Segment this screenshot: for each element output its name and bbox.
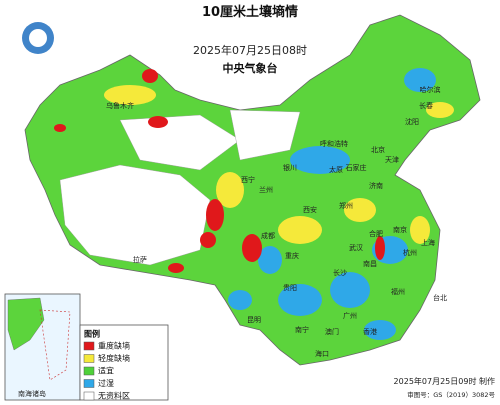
places: 北京 天津 上海 武汉 长沙 南京 广州 海口 台北 香港 澳门 昆明 成都 重… — [106, 85, 447, 358]
place: 石家庄 — [346, 163, 367, 172]
agency: 中央气象台 — [223, 61, 278, 75]
legend-swatch — [83, 379, 95, 388]
place: 广州 — [343, 311, 357, 320]
legend-swatch — [83, 391, 95, 401]
approval: 审图号：GS（2019）3082号 — [407, 390, 495, 399]
place: 昆明 — [247, 316, 261, 324]
place: 沈阳 — [405, 117, 419, 126]
place: 哈尔滨 — [420, 85, 441, 94]
place: 重庆 — [285, 251, 299, 260]
legend-swatch — [83, 341, 95, 351]
place: 天津 — [385, 156, 399, 164]
place: 南京 — [393, 225, 407, 234]
slight-dry-areas — [104, 85, 454, 244]
place: 台北 — [433, 293, 447, 302]
place: 福州 — [391, 287, 405, 296]
place: 贵阳 — [283, 283, 297, 292]
legend-swatch — [83, 354, 95, 363]
no-data-areas — [59, 109, 301, 266]
legend-label: 无资料区 — [98, 391, 130, 401]
place: 拉萨 — [133, 255, 147, 264]
inset-label: 南海诸岛 — [18, 389, 46, 398]
time: 2025年07月25日08时 — [193, 43, 307, 57]
legend-label: 轻度缺墒 — [98, 353, 130, 363]
inset: 南海诸岛 — [4, 293, 81, 401]
severe-dry-areas — [54, 69, 385, 273]
place: 海口 — [315, 349, 329, 358]
place: 乌鲁木齐 — [106, 101, 134, 110]
place: 澳门 — [325, 327, 339, 336]
place: 济南 — [369, 181, 383, 190]
place: 上海 — [421, 238, 435, 247]
legend-label: 重度缺墒 — [98, 341, 130, 351]
place: 南昌 — [363, 259, 377, 268]
place: 南宁 — [295, 325, 309, 334]
place: 郑州 — [339, 202, 353, 210]
place: 太原 — [329, 165, 343, 174]
place: 兰州 — [259, 185, 273, 194]
legend-label: 适宜 — [98, 366, 114, 376]
place: 杭州 — [403, 248, 417, 257]
logo-inner — [29, 29, 47, 47]
place: 西宁 — [241, 175, 255, 184]
legend-title: 图例 — [84, 329, 100, 339]
legend-label: 过湿 — [98, 378, 114, 388]
place: 合肥 — [369, 229, 383, 238]
made-time: 2025年07月25日09时 制作 — [394, 376, 495, 386]
legend-swatch — [83, 366, 95, 376]
title: 10厘米土壤墒情 — [202, 4, 298, 20]
place: 武汉 — [349, 243, 363, 252]
place: 北京 — [371, 145, 385, 154]
place: 成都 — [261, 231, 275, 240]
place: 银川 — [283, 163, 297, 172]
place: 香港 — [363, 327, 377, 336]
place: 长春 — [419, 101, 433, 110]
place: 长沙 — [333, 268, 347, 277]
place: 呼和浩特 — [320, 139, 348, 148]
place: 西安 — [303, 205, 317, 214]
